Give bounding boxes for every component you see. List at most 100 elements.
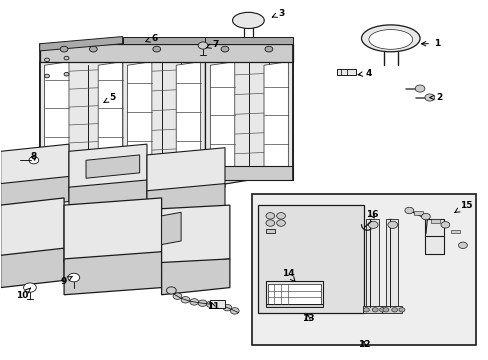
Circle shape [89, 46, 97, 52]
Polygon shape [205, 47, 293, 187]
Polygon shape [264, 62, 288, 180]
Polygon shape [0, 144, 69, 187]
Circle shape [23, 283, 36, 292]
Text: 12: 12 [357, 341, 369, 350]
Bar [413, 211, 422, 215]
Polygon shape [0, 248, 64, 288]
Polygon shape [0, 198, 64, 259]
Text: 2: 2 [429, 93, 442, 102]
Bar [430, 220, 439, 223]
Polygon shape [64, 252, 161, 295]
Ellipse shape [232, 12, 264, 28]
Bar [251, 194, 475, 345]
Bar [424, 236, 444, 253]
Circle shape [265, 220, 274, 226]
Text: 7: 7 [206, 40, 218, 49]
Polygon shape [205, 37, 293, 44]
Circle shape [424, 94, 434, 101]
Circle shape [264, 46, 272, 52]
Circle shape [60, 46, 68, 52]
Text: 10: 10 [17, 288, 30, 300]
Polygon shape [69, 144, 147, 191]
Polygon shape [161, 212, 181, 244]
Polygon shape [0, 176, 69, 209]
Polygon shape [40, 166, 293, 180]
Circle shape [215, 302, 224, 309]
Circle shape [276, 220, 285, 226]
Polygon shape [210, 62, 234, 180]
Circle shape [223, 305, 231, 311]
Circle shape [379, 308, 385, 312]
Polygon shape [147, 184, 224, 216]
Text: 11: 11 [206, 302, 219, 311]
Polygon shape [64, 198, 161, 262]
Circle shape [221, 46, 228, 52]
Polygon shape [266, 304, 322, 307]
Circle shape [44, 58, 49, 62]
Bar [362, 306, 382, 313]
Text: 8: 8 [31, 152, 37, 161]
Circle shape [398, 308, 404, 312]
Circle shape [363, 308, 368, 312]
Bar [258, 205, 363, 313]
Circle shape [265, 213, 274, 219]
Bar [366, 220, 378, 307]
Circle shape [276, 213, 285, 219]
Polygon shape [176, 62, 200, 173]
Circle shape [166, 287, 176, 294]
Bar [450, 230, 459, 233]
Text: 16: 16 [365, 210, 378, 219]
Circle shape [391, 308, 397, 312]
Text: 14: 14 [282, 269, 294, 282]
Text: 13: 13 [301, 314, 313, 323]
Circle shape [68, 273, 80, 282]
Circle shape [44, 74, 49, 78]
Circle shape [29, 157, 39, 164]
Polygon shape [40, 44, 293, 62]
Circle shape [230, 308, 239, 314]
Circle shape [414, 85, 424, 92]
Bar [210, 301, 224, 309]
Bar [385, 220, 397, 307]
Polygon shape [40, 37, 122, 51]
Polygon shape [69, 180, 147, 216]
Circle shape [198, 42, 207, 49]
Circle shape [153, 46, 160, 52]
Text: 9: 9 [61, 276, 72, 285]
Circle shape [382, 308, 388, 312]
Text: 1: 1 [421, 39, 439, 48]
Circle shape [189, 299, 198, 305]
Ellipse shape [361, 25, 419, 52]
Circle shape [206, 301, 215, 307]
Circle shape [367, 221, 377, 228]
Bar [267, 284, 321, 304]
Bar [382, 306, 401, 313]
Ellipse shape [368, 30, 412, 49]
Text: 15: 15 [454, 201, 471, 212]
Text: 5: 5 [104, 93, 116, 102]
Text: 6: 6 [145, 34, 157, 43]
Circle shape [181, 297, 189, 303]
Circle shape [404, 207, 413, 214]
Circle shape [198, 300, 206, 306]
Bar [266, 282, 322, 305]
Bar [336, 69, 355, 75]
Circle shape [371, 308, 377, 312]
Polygon shape [147, 148, 224, 194]
Polygon shape [44, 62, 69, 166]
Polygon shape [122, 37, 205, 44]
Circle shape [387, 221, 397, 228]
Polygon shape [122, 47, 205, 180]
Bar [266, 229, 275, 233]
Circle shape [440, 222, 449, 228]
Circle shape [64, 56, 69, 60]
Polygon shape [161, 205, 229, 266]
Bar [424, 220, 444, 237]
Circle shape [421, 213, 429, 220]
Polygon shape [98, 62, 122, 166]
Circle shape [458, 242, 467, 248]
Polygon shape [161, 259, 229, 295]
Polygon shape [86, 155, 140, 178]
Circle shape [173, 293, 182, 300]
Polygon shape [127, 62, 152, 173]
